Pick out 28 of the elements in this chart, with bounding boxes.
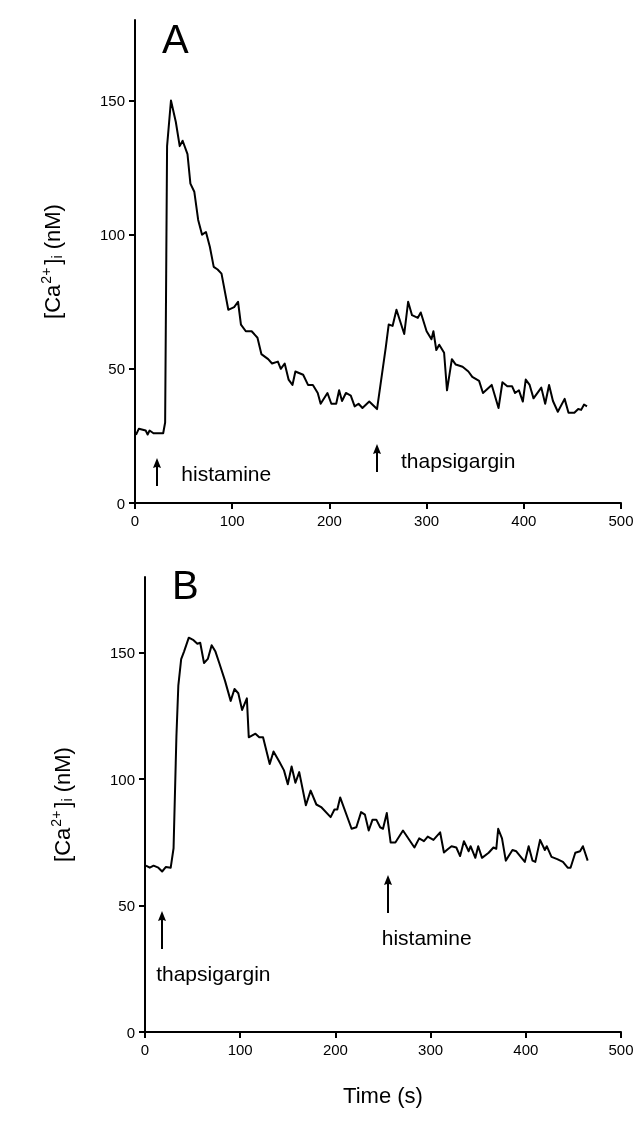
annotation: thapsigargin xyxy=(156,961,271,985)
y-tick-label: 100 xyxy=(109,770,135,788)
x-tick-label: 400 xyxy=(513,1041,539,1058)
x-tick-label: 500 xyxy=(608,512,634,529)
x-tick-label: 500 xyxy=(608,1041,634,1058)
annotation: histamine xyxy=(381,926,472,950)
x-tick-label: 100 xyxy=(227,1041,253,1058)
y-tick-label: 0 xyxy=(116,494,125,512)
y-tick-label: 150 xyxy=(99,92,125,109)
x-tick-label: 0 xyxy=(140,1041,150,1058)
x-tick-label: 300 xyxy=(418,1041,444,1058)
y-axis-title: [Ca2+]i (nM) xyxy=(38,204,65,319)
y-tick-label: 0 xyxy=(126,1023,135,1041)
annotation: thapsigargin xyxy=(401,448,516,472)
y-axis-title: [Ca2+]i (nM) xyxy=(48,747,75,862)
y-tick-label: 50 xyxy=(118,897,135,915)
x-tick-label: 200 xyxy=(322,1041,348,1058)
x-tick-label: 100 xyxy=(219,512,245,529)
chart-title: A xyxy=(162,17,189,61)
x-axis-title: Time (s) xyxy=(343,1082,423,1108)
annotation: histamine xyxy=(181,462,272,486)
y-tick-label: 100 xyxy=(99,226,125,244)
x-tick-label: 200 xyxy=(316,512,342,529)
chart-title: B xyxy=(172,563,199,607)
x-tick-label: 400 xyxy=(511,512,537,529)
y-tick-label: 50 xyxy=(108,360,125,378)
x-tick-label: 300 xyxy=(414,512,440,529)
y-tick-label: 150 xyxy=(109,644,135,662)
